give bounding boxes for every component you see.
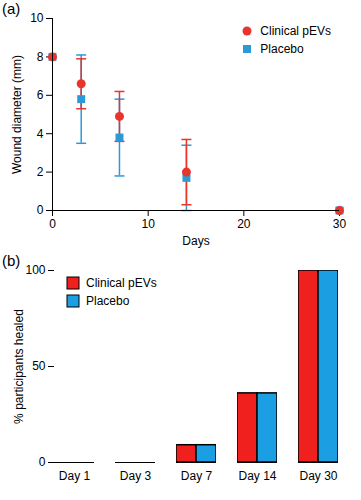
svg-text:0: 0	[39, 455, 46, 469]
svg-text:Days: Days	[182, 234, 209, 248]
svg-text:% participants healed: % participants healed	[12, 309, 26, 424]
svg-text:10: 10	[141, 217, 155, 231]
svg-text:2: 2	[37, 165, 44, 179]
svg-text:Day 14: Day 14	[238, 469, 276, 483]
svg-text:50: 50	[32, 359, 46, 373]
svg-text:4: 4	[37, 127, 44, 141]
svg-text:6: 6	[37, 88, 44, 102]
html-text:(a): (a)	[2, 0, 21, 17]
svg-text:30: 30	[333, 217, 347, 231]
svg-text:Day 30: Day 30	[299, 469, 337, 483]
svg-text:10: 10	[30, 11, 44, 25]
html-text:Clinical pEVs: Clinical pEVs	[86, 276, 157, 290]
svg-text:20: 20	[237, 217, 251, 231]
svg-text:0: 0	[49, 217, 56, 231]
svg-text:Day 1: Day 1	[59, 469, 91, 483]
svg-text:Day 7: Day 7	[181, 469, 213, 483]
svg-text:100: 100	[25, 263, 45, 277]
html-text:Clinical pEVs: Clinical pEVs	[260, 24, 331, 38]
svg-text:Day 3: Day 3	[120, 469, 152, 483]
html-text:Placebo: Placebo	[86, 294, 130, 308]
svg-text:Wound diameter (mm): Wound diameter (mm)	[10, 55, 24, 174]
html-text:(b): (b)	[2, 252, 21, 269]
html-text:Placebo: Placebo	[260, 42, 304, 56]
svg-text:8: 8	[37, 50, 44, 64]
svg-text:0: 0	[37, 203, 44, 217]
